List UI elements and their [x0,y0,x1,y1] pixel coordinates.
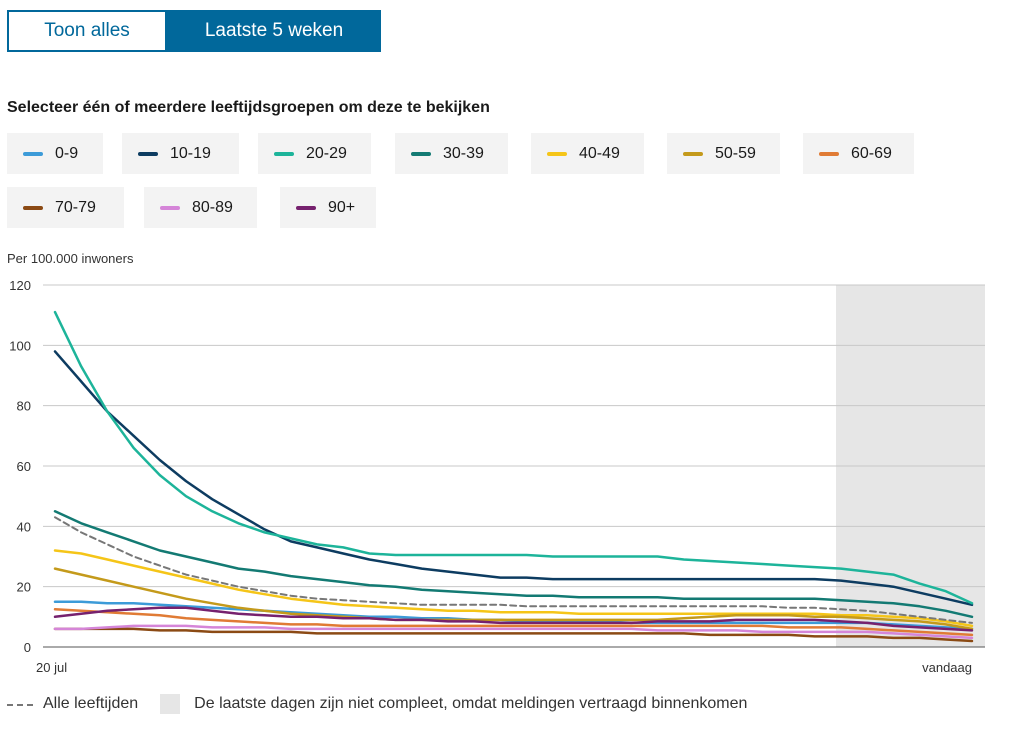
y-tick-label: 80 [17,399,31,414]
y-tick-label: 100 [9,338,31,353]
legend-swatch [296,205,316,210]
series-line-50-59 [53,567,974,631]
age-group-chip-50-59[interactable]: 50-59 [667,133,780,174]
age-group-chip-90plus[interactable]: 90+ [280,187,376,228]
age-group-chip-60-69[interactable]: 60-69 [803,133,914,174]
age-group-label: 60-69 [851,144,892,162]
series-line-70-79 [53,627,974,643]
chart-legend: Alle leeftijden De laatste dagen zijn ni… [7,694,747,714]
tab-show-all[interactable]: Toon alles [7,10,167,52]
age-group-label: 90+ [328,198,356,216]
series-line-90plus [53,606,974,632]
dashed-line-icon [7,703,33,706]
age-group-label: 30-39 [443,144,484,162]
incomplete-area-icon [160,694,181,714]
age-group-chip-10-19[interactable]: 10-19 [122,133,239,174]
line-chart: 0 20 40 60 80 100 120 20 jul vandaag [9,278,985,675]
series-line-alle-leeftijden [54,516,973,624]
age-group-chip-40-49[interactable]: 40-49 [531,133,644,174]
legend-swatch [547,151,567,156]
legend-swatch [23,151,43,156]
age-group-label: 80-89 [192,198,233,216]
y-tick-label: 0 [24,640,31,655]
legend-swatch [138,151,158,156]
age-group-label: 50-59 [715,144,756,162]
age-group-chip-80-89[interactable]: 80-89 [144,187,257,228]
y-tick-label: 120 [9,278,31,293]
series-line-60-69 [53,608,974,637]
legend-swatch [411,151,431,156]
legend-swatch [683,151,703,156]
x-tick-label: 20 jul [36,660,67,675]
y-axis-unit-label: Per 100.000 inwoners [7,251,134,266]
legend-swatch [160,205,180,210]
series-line-40-49 [53,549,974,628]
legend-all-ages: Alle leeftijden [43,695,139,712]
legend-swatch [819,151,839,156]
y-tick-label: 20 [17,580,31,595]
age-group-chip-0-9[interactable]: 0-9 [7,133,103,174]
age-group-label: 40-49 [579,144,620,162]
age-group-chip-30-39[interactable]: 30-39 [395,133,508,174]
age-group-label: 0-9 [55,144,79,162]
age-group-chip-70-79[interactable]: 70-79 [7,187,124,228]
series-line-80-89 [53,624,974,640]
legend-incomplete: De laatste dagen zijn niet compleet, omd… [194,695,748,712]
x-tick-label: vandaag [922,660,972,675]
series-line-20-29 [53,310,974,605]
legend-swatch [23,205,43,210]
y-tick-label: 40 [17,519,31,534]
age-group-label: 10-19 [170,144,211,162]
series-line-30-39 [53,510,974,619]
series-line-10-19 [53,350,974,607]
tab-last-5-weeks[interactable]: Laatste 5 weken [167,10,381,52]
y-tick-label: 60 [17,459,31,474]
age-group-label: 70-79 [55,198,96,216]
age-group-label: 20-29 [306,144,347,162]
legend-swatch [274,151,294,156]
age-group-heading: Selecteer één of meerdere leeftijdsgroep… [7,99,490,116]
period-tabs: Toon alles Laatste 5 weken [7,10,381,52]
age-group-chip-20-29[interactable]: 20-29 [258,133,371,174]
